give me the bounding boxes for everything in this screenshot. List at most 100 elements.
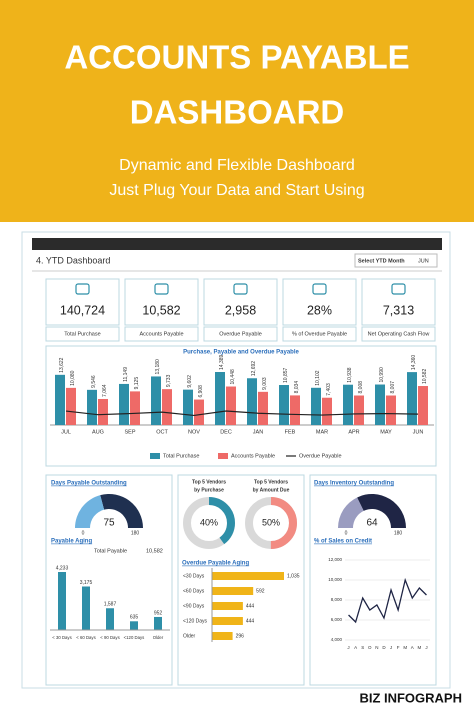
bar [226, 386, 236, 425]
bar-value-label: 296 [236, 633, 245, 639]
x-tick-label: NOV [188, 429, 200, 435]
bar-value-label: 11,149 [123, 367, 129, 382]
x-tick-label: M [403, 645, 407, 650]
bar-value-label: 9,546 [91, 375, 97, 388]
bar-value-label: 7,064 [102, 384, 108, 397]
month-select[interactable] [354, 253, 438, 268]
x-tick-label: <120 Days [124, 635, 145, 640]
kpi-value: 10,582 [142, 303, 180, 317]
x-tick-label: J [390, 645, 392, 650]
bar [194, 399, 204, 425]
total-value: 10,582 [146, 548, 163, 554]
bar-value-label: 10,938 [347, 367, 353, 383]
bar [82, 586, 90, 630]
x-tick-label: MAR [316, 429, 328, 435]
bar [130, 621, 138, 630]
bar [212, 602, 243, 610]
bar-value-label: 9,602 [187, 375, 193, 388]
gauge-max: 180 [394, 530, 403, 536]
gauge-min: 0 [82, 530, 85, 536]
bar [375, 384, 385, 425]
subtitle: Just Plug Your Data and Start Using [109, 182, 364, 199]
bar-value-label: 9,733 [166, 374, 172, 387]
chart-title: % of Sales on Credit [314, 539, 372, 545]
x-tick-label: JUL [61, 429, 71, 435]
bar-value-label: 10,990 [379, 367, 385, 383]
bar-value-label: 7,403 [326, 383, 332, 396]
bar [154, 616, 162, 630]
y-tick-label: <120 Days [183, 618, 208, 624]
y-tick-label: 4,000 [331, 637, 343, 642]
kpi-value: 140,724 [60, 303, 105, 317]
bar [66, 387, 76, 425]
y-tick-label: Older [183, 633, 196, 639]
dashboard-title: 4. YTD Dashboard [36, 255, 110, 265]
bar-value-label: 14,360 [411, 355, 417, 371]
kpi-label-box [124, 326, 199, 342]
bar [212, 572, 284, 580]
x-tick-label: J [425, 645, 427, 650]
x-tick-label: F [397, 645, 400, 650]
kpi-icon [391, 283, 406, 295]
bar [343, 384, 353, 425]
bar [247, 378, 257, 425]
gauge-value [75, 495, 105, 528]
chart-title: Overdue Payable Aging [182, 561, 249, 567]
x-tick-label: S [361, 645, 364, 650]
line-series [348, 577, 427, 624]
bar-value-label: 592 [256, 588, 265, 594]
x-tick-label: FEB [285, 429, 296, 435]
kpi-label-box [282, 326, 357, 342]
bar [322, 397, 332, 425]
bar-value-label: 13,180 [155, 359, 161, 375]
kpi-card [361, 278, 436, 326]
kpi-value: 2,958 [225, 303, 256, 317]
kpi-icon [75, 283, 90, 295]
kpi-icon [233, 283, 248, 295]
gauge-value [338, 497, 364, 528]
y-tick-label: <30 Days [183, 573, 205, 579]
footer: BIZ INFOGRAPH [359, 690, 462, 705]
kpi-icon [312, 283, 327, 295]
select-label: Select YTD Month [358, 258, 405, 264]
legend-swatch [218, 453, 228, 459]
x-tick-label: M [418, 645, 422, 650]
chart-title: Days Payable Outstanding [51, 481, 127, 487]
x-tick-label: APR [348, 429, 359, 435]
x-tick-label: MAY [380, 429, 392, 435]
y-tick-label: 10,000 [328, 577, 342, 582]
title: DASHBOARD [130, 94, 345, 131]
gauge-max: 180 [131, 530, 140, 536]
bar [87, 389, 97, 425]
bar-value-label: 9,125 [134, 377, 140, 390]
donut-label: 40% [200, 517, 218, 527]
bar-value-label: 10,582 [422, 369, 428, 385]
panel [309, 474, 437, 686]
chart-title: Purchase, Payable and Overdue Payable [183, 350, 299, 356]
kpi-card [45, 278, 120, 326]
selected-month[interactable]: JUN [418, 258, 429, 264]
bar [258, 391, 268, 425]
kpi-label-box [45, 326, 120, 342]
bar [58, 572, 66, 630]
panel [177, 474, 305, 686]
kpi-label-box [203, 326, 278, 342]
bar-value-label: 12,692 [251, 361, 257, 377]
legend-label: Overdue Payable [299, 453, 342, 459]
x-tick-label: AUG [92, 429, 104, 435]
x-tick-label: A [411, 645, 414, 650]
bar-value-label: 9,003 [262, 377, 268, 390]
title: ACCOUNTS PAYABLE [64, 39, 409, 76]
kpi-value: 7,313 [383, 303, 414, 317]
x-tick-label: JUN [413, 429, 424, 435]
x-tick-label: O [368, 645, 372, 650]
gauge-value-label: 75 [103, 518, 115, 529]
chart-title: Top 5 Vendors [254, 479, 288, 485]
kpi-label-box [361, 326, 436, 342]
bar-value-label: 1,587 [104, 602, 117, 608]
bar-value-label: 13,622 [59, 357, 65, 373]
gauge-value-label: 64 [366, 518, 378, 529]
bar-value-label: 8,034 [294, 381, 300, 394]
bar-value-label: 8,008 [358, 381, 364, 394]
